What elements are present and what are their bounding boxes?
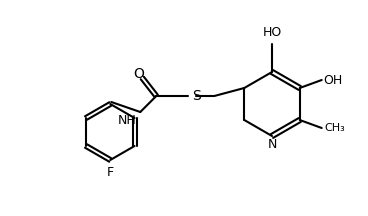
Text: O: O <box>133 67 144 81</box>
Text: OH: OH <box>324 73 343 86</box>
Text: CH₃: CH₃ <box>325 123 346 133</box>
Text: HO: HO <box>262 26 282 39</box>
Text: F: F <box>107 166 114 179</box>
Text: N: N <box>267 138 277 151</box>
Text: NH: NH <box>117 114 136 127</box>
Text: S: S <box>192 89 201 103</box>
